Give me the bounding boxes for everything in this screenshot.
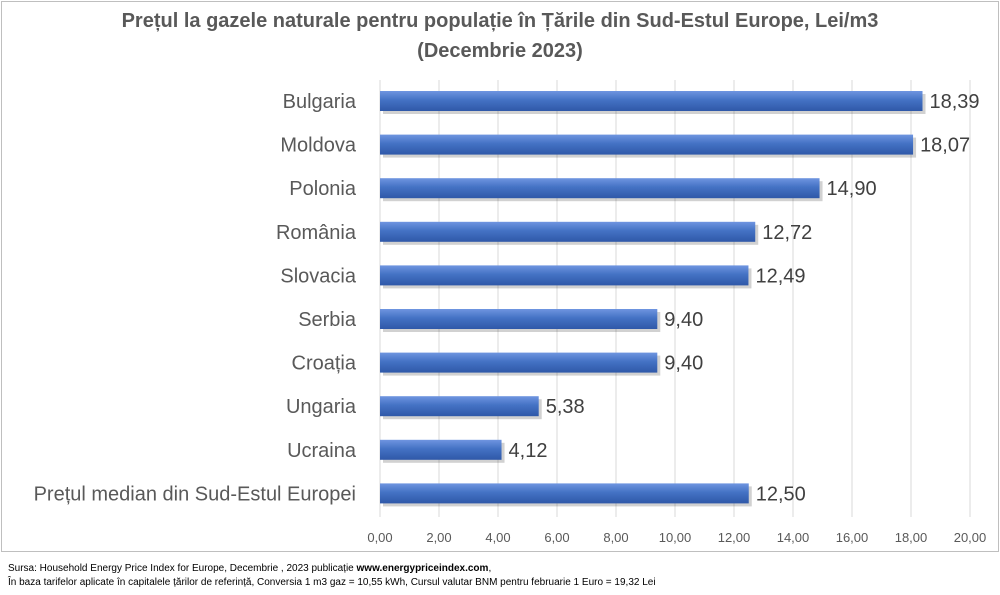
data-label: 4,12 (509, 440, 548, 462)
x-tick-label: 18,00 (895, 530, 928, 545)
source-suffix: , (488, 563, 492, 574)
category-label: Croația (292, 353, 357, 375)
source-note: Sursa: Household Energy Price Index for … (8, 563, 491, 574)
category-label: Serbia (298, 309, 357, 331)
data-label: 12,49 (755, 265, 805, 287)
bar (380, 309, 658, 329)
category-label: Polonia (289, 178, 357, 200)
x-tick-label: 0,00 (367, 530, 392, 545)
data-label: 5,38 (546, 396, 585, 418)
x-tick-label: 10,00 (659, 530, 692, 545)
category-label: România (276, 222, 357, 244)
data-label: 18,39 (930, 91, 980, 113)
bar (380, 134, 914, 155)
data-label: 9,40 (664, 309, 703, 331)
x-tick-label: 8,00 (603, 530, 628, 545)
category-label: Ucraina (287, 440, 357, 462)
source-prefix: Sursa: Household Energy Price Index for … (8, 563, 357, 574)
bar (380, 91, 923, 111)
category-label: Moldova (280, 135, 356, 157)
data-label: 12,72 (762, 222, 812, 244)
category-label: Slovacia (280, 265, 356, 287)
bar (380, 221, 756, 242)
x-tick-label: 6,00 (544, 530, 569, 545)
data-label: 18,07 (920, 135, 970, 157)
bars (380, 91, 926, 507)
data-label: 9,40 (664, 353, 703, 375)
bar (380, 352, 658, 373)
x-tick-label: 4,00 (485, 530, 510, 545)
conversion-note: În baza tarifelor aplicate în capitalele… (8, 577, 656, 588)
labels: 0,00 2,00 4,00 6,00 8,00 10,00 12,00 14,00 16,00… (34, 91, 987, 545)
bar (380, 178, 820, 199)
bar (380, 396, 539, 417)
x-tick-label: 16,00 (836, 530, 869, 545)
chart-title: Prețul la gazele naturale pentru populaț… (121, 10, 879, 32)
bar (380, 483, 749, 504)
bar (380, 439, 502, 460)
data-label: 12,50 (756, 483, 806, 505)
source-link[interactable]: www.energypriceindex.com (356, 563, 489, 574)
data-label: 14,90 (827, 178, 877, 200)
x-tick-label: 2,00 (426, 530, 451, 545)
bar (380, 265, 749, 286)
x-tick-label: 12,00 (718, 530, 751, 545)
category-label: Ungaria (286, 396, 357, 418)
chart-subtitle: (Decembrie 2023) (417, 40, 583, 62)
category-label: Bulgaria (283, 91, 357, 113)
x-tick-label: 14,00 (777, 530, 810, 545)
x-tick-label: 20,00 (954, 530, 987, 545)
category-label: Prețul median din Sud-Estul Europei (34, 483, 356, 505)
